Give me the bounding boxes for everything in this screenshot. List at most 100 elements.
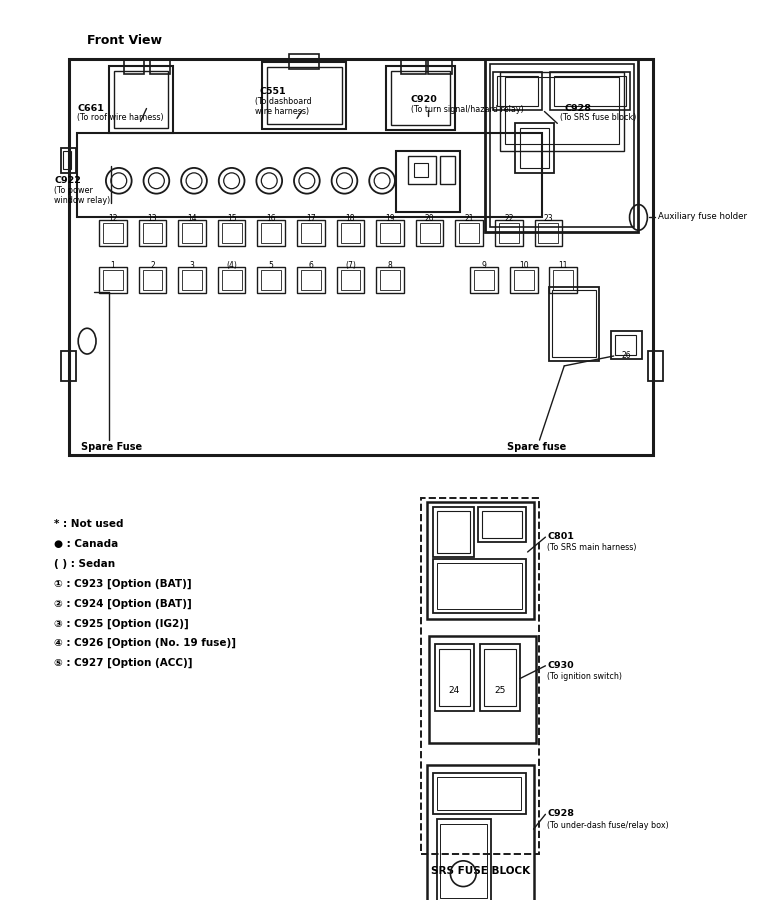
- Bar: [114, 71, 168, 129]
- Bar: [549, 287, 599, 361]
- Text: 9: 9: [482, 261, 486, 270]
- Bar: [414, 163, 428, 176]
- Bar: [69, 59, 654, 455]
- Text: ① : C923 [Option (BAT)]: ① : C923 [Option (BAT)]: [55, 578, 192, 589]
- Text: Auxiliary fuse holder: Auxiliary fuse holder: [658, 213, 747, 222]
- Text: (To SRS fuse block): (To SRS fuse block): [561, 113, 637, 122]
- Bar: [436, 819, 491, 903]
- Bar: [99, 221, 127, 246]
- Bar: [436, 511, 470, 553]
- Bar: [455, 221, 483, 246]
- Text: 15: 15: [227, 214, 237, 224]
- Bar: [261, 224, 281, 243]
- Bar: [493, 71, 542, 110]
- Bar: [470, 267, 498, 292]
- Bar: [257, 267, 285, 292]
- Bar: [138, 267, 167, 292]
- Bar: [408, 156, 435, 184]
- Text: 21: 21: [465, 214, 474, 224]
- Bar: [297, 267, 325, 292]
- Text: 14: 14: [187, 214, 197, 224]
- Bar: [340, 224, 360, 243]
- Bar: [380, 270, 400, 290]
- Bar: [289, 54, 319, 69]
- Bar: [505, 77, 619, 144]
- Bar: [151, 59, 170, 74]
- Bar: [61, 148, 76, 173]
- Bar: [436, 563, 521, 609]
- Text: 3: 3: [190, 261, 194, 270]
- Text: 24: 24: [449, 686, 460, 695]
- Text: 18: 18: [346, 214, 355, 224]
- Text: C661: C661: [78, 103, 104, 112]
- Bar: [340, 270, 360, 290]
- Bar: [436, 776, 521, 810]
- Bar: [490, 64, 634, 227]
- Text: C928: C928: [564, 103, 591, 112]
- Bar: [439, 649, 470, 707]
- Text: SRS FUSE BLOCK: SRS FUSE BLOCK: [431, 866, 530, 876]
- Text: (To under-dash fuse/relay box): (To under-dash fuse/relay box): [548, 821, 669, 830]
- Bar: [218, 221, 246, 246]
- Bar: [648, 351, 664, 381]
- Text: ( ) : Sedan: ( ) : Sedan: [55, 559, 115, 569]
- Bar: [415, 221, 443, 246]
- Bar: [143, 224, 162, 243]
- Bar: [614, 335, 637, 355]
- Text: 1: 1: [111, 261, 115, 270]
- Bar: [551, 71, 630, 110]
- Bar: [261, 270, 281, 290]
- Bar: [554, 76, 626, 106]
- Bar: [478, 508, 525, 542]
- Text: C930: C930: [548, 661, 574, 670]
- Bar: [103, 224, 123, 243]
- Bar: [552, 290, 596, 357]
- Text: wire harness): wire harness): [256, 107, 310, 116]
- Bar: [63, 151, 71, 169]
- Bar: [301, 224, 321, 243]
- Bar: [432, 508, 474, 557]
- Text: (To power: (To power: [55, 186, 94, 195]
- Text: * : Not used: * : Not used: [55, 519, 124, 529]
- Text: window relay): window relay): [55, 195, 111, 205]
- Text: ⑤ : C927 [Option (ACC)]: ⑤ : C927 [Option (ACC)]: [55, 658, 193, 668]
- Text: 22: 22: [504, 214, 514, 224]
- Text: 19: 19: [386, 214, 395, 224]
- Bar: [78, 133, 542, 217]
- Bar: [495, 221, 523, 246]
- Bar: [514, 270, 534, 290]
- Text: Spare Fuse: Spare Fuse: [81, 443, 142, 452]
- Text: 8: 8: [388, 261, 392, 270]
- Bar: [138, 221, 167, 246]
- Bar: [427, 765, 534, 905]
- Bar: [535, 221, 562, 246]
- Bar: [515, 123, 554, 173]
- Bar: [427, 502, 534, 619]
- Bar: [549, 267, 577, 292]
- Bar: [396, 151, 460, 213]
- Bar: [380, 224, 400, 243]
- Bar: [376, 221, 404, 246]
- Bar: [143, 270, 162, 290]
- Bar: [222, 224, 241, 243]
- Bar: [263, 62, 346, 129]
- Bar: [500, 71, 624, 151]
- Text: 20: 20: [425, 214, 435, 224]
- Text: ③ : C925 [Option (IG2)]: ③ : C925 [Option (IG2)]: [55, 618, 189, 629]
- Bar: [611, 331, 643, 359]
- Bar: [103, 270, 123, 290]
- Text: ② : C924 [Option (BAT)]: ② : C924 [Option (BAT)]: [55, 598, 192, 609]
- Text: (To dashboard: (To dashboard: [256, 97, 312, 106]
- Bar: [376, 267, 404, 292]
- Bar: [482, 511, 521, 538]
- Bar: [428, 59, 452, 74]
- Text: C922: C922: [55, 176, 81, 185]
- Bar: [222, 270, 241, 290]
- Bar: [480, 644, 520, 711]
- Text: C801: C801: [548, 532, 574, 541]
- Text: Spare fuse: Spare fuse: [507, 443, 566, 452]
- Bar: [336, 267, 364, 292]
- Bar: [401, 59, 425, 74]
- Bar: [419, 224, 439, 243]
- Bar: [459, 224, 479, 243]
